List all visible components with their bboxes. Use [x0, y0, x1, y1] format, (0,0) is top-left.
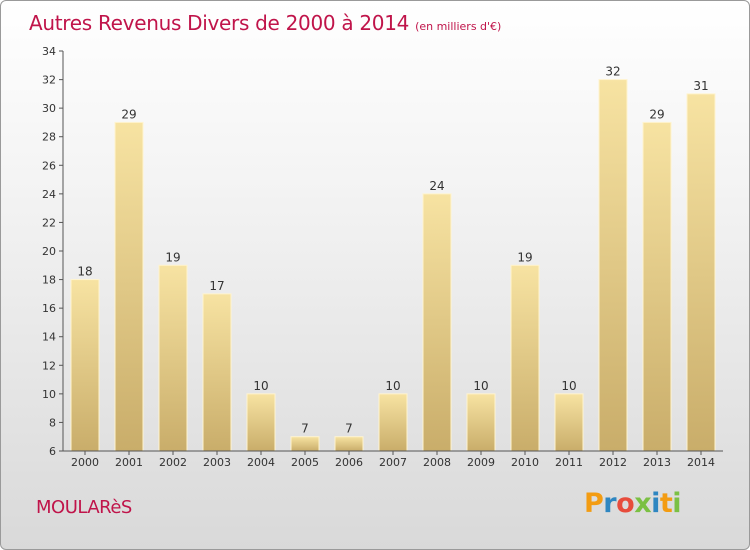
bar-value-label: 7 — [301, 422, 309, 436]
bar-value-label: 10 — [473, 379, 488, 393]
x-tick-label: 2002 — [159, 456, 187, 469]
logo-letter: i — [651, 488, 660, 519]
y-tick-label: 16 — [42, 302, 56, 315]
bar — [642, 121, 672, 452]
bar — [378, 393, 408, 452]
bar-value-label: 18 — [77, 265, 92, 279]
bar — [246, 393, 276, 452]
bar — [158, 264, 188, 452]
bar-value-label: 10 — [561, 379, 576, 393]
bar-value-label: 19 — [517, 250, 532, 264]
bar-value-label: 29 — [649, 107, 664, 121]
bar-value-label: 24 — [429, 179, 444, 193]
bar-value-label: 32 — [605, 65, 620, 79]
y-tick-label: 14 — [42, 331, 56, 344]
logo-letter: i — [672, 488, 682, 519]
bar — [70, 279, 100, 452]
bar-value-label: 7 — [345, 422, 353, 436]
y-tick-label: 30 — [42, 102, 56, 115]
bar — [290, 436, 320, 452]
bar-value-label: 10 — [385, 379, 400, 393]
x-tick-label: 2014 — [687, 456, 715, 469]
bar — [466, 393, 496, 452]
x-tick-label: 2010 — [511, 456, 539, 469]
bar-value-label: 29 — [121, 107, 136, 121]
x-tick-label: 2013 — [643, 456, 671, 469]
bar-value-label: 19 — [165, 250, 180, 264]
bar — [510, 264, 540, 452]
y-tick-label: 34 — [42, 45, 56, 58]
logo-letter: x — [634, 488, 652, 519]
logo-letter: o — [616, 488, 635, 519]
bar — [686, 93, 716, 452]
town-name: MOULARèS — [36, 497, 132, 518]
x-tick-label: 2011 — [555, 456, 583, 469]
y-tick-label: 32 — [42, 74, 56, 87]
y-tick-label: 12 — [42, 359, 56, 372]
y-tick-label: 8 — [49, 416, 56, 429]
x-tick-label: 2004 — [247, 456, 275, 469]
bar — [422, 193, 452, 452]
bar — [554, 393, 584, 452]
y-tick-label: 28 — [42, 131, 56, 144]
y-tick-label: 22 — [42, 216, 56, 229]
logo-letter: t — [659, 488, 673, 519]
bar-value-label: 17 — [209, 279, 224, 293]
chart-subtitle: (en milliers d'€) — [415, 20, 502, 33]
y-tick-label: 6 — [49, 445, 56, 458]
y-tick-label: 26 — [42, 159, 56, 172]
y-tick-label: 24 — [42, 188, 56, 201]
y-tick-label: 10 — [42, 388, 56, 401]
y-tick-label: 20 — [42, 245, 56, 258]
bar — [334, 436, 364, 452]
y-tick-label: 18 — [42, 274, 56, 287]
logo-letter: P — [584, 488, 604, 519]
logo-letter: r — [603, 488, 617, 519]
x-tick-label: 2009 — [467, 456, 495, 469]
x-tick-label: 2007 — [379, 456, 407, 469]
chart-title-text: Autres Revenus Divers de 2000 à 2014 — [29, 11, 410, 35]
x-tick-label: 2003 — [203, 456, 231, 469]
bar — [598, 79, 628, 452]
bar — [114, 121, 144, 452]
x-tick-label: 2005 — [291, 456, 319, 469]
x-tick-label: 2006 — [335, 456, 363, 469]
chart-title: Autres Revenus Divers de 2000 à 2014 (en … — [29, 11, 501, 35]
proxiti-logo: Proxiti — [584, 488, 682, 519]
x-tick-label: 2001 — [115, 456, 143, 469]
bar-value-label: 31 — [693, 79, 708, 93]
x-tick-label: 2012 — [599, 456, 627, 469]
bar — [202, 293, 232, 452]
x-tick-label: 2008 — [423, 456, 451, 469]
x-tick-label: 2000 — [71, 456, 99, 469]
bar-value-label: 10 — [253, 379, 268, 393]
